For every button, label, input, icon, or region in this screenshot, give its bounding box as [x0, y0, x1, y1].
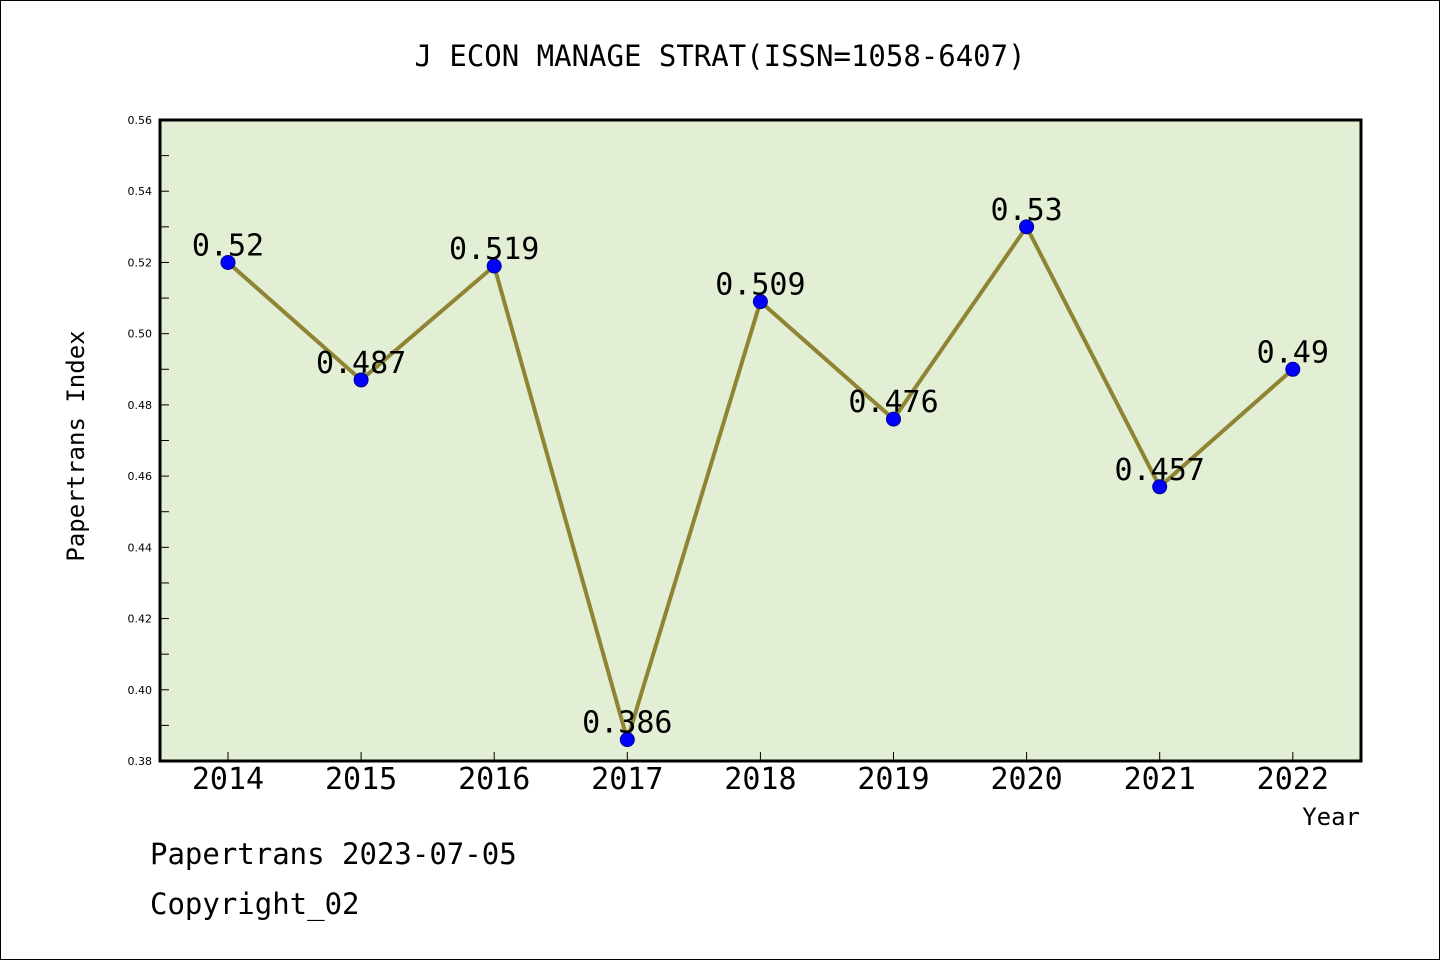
y-tick-label: 0.42 [128, 613, 153, 626]
data-label: 0.509 [715, 268, 805, 303]
data-label: 0.519 [449, 232, 539, 267]
data-label: 0.53 [990, 193, 1062, 228]
x-tick-label: 2019 [857, 762, 929, 797]
data-point [752, 294, 768, 310]
chart-title: J ECON MANAGE STRAT(ISSN=1058-6407) [414, 39, 1025, 73]
data-label: 0.52 [192, 228, 264, 263]
y-tick-label: 0.54 [128, 185, 153, 198]
y-tick-label: 0.48 [128, 399, 153, 412]
x-tick-label: 2022 [1257, 762, 1329, 797]
x-axis-label: Year [1302, 803, 1360, 831]
x-tick-label: 2015 [325, 762, 397, 797]
footer-date: Papertrans 2023-07-05 [150, 837, 517, 871]
y-ticks: 0.38 0.40 0.42 0.44 0.46 0.48 0.50 0.52 0.54 0.56… [128, 114, 1329, 797]
series-layer [220, 219, 1301, 748]
y-tick-label: 0.50 [128, 328, 153, 341]
y-axis-label: Papertrans Index [62, 330, 90, 561]
y-tick-label: 0.40 [128, 684, 153, 697]
data-point [486, 258, 502, 274]
data-point [1152, 479, 1168, 495]
data-labels: 0.52 0.487 0.519 0.386 0.509 0.476 0.53 0.457 0.… [192, 193, 1329, 741]
x-tick-label: 2021 [1124, 762, 1196, 797]
data-label: 0.476 [848, 385, 938, 420]
data-label: 0.49 [1257, 335, 1329, 370]
data-point [1019, 219, 1035, 235]
data-point [619, 732, 635, 748]
data-label: 0.487 [316, 346, 406, 381]
x-tick-label: 2018 [724, 762, 796, 797]
x-tick-label: 2016 [458, 762, 530, 797]
y-tick-label: 0.44 [128, 541, 153, 554]
y-tick-label: 0.46 [128, 470, 153, 483]
data-point [220, 254, 236, 270]
data-point [353, 372, 369, 388]
x-tick-label: 2020 [990, 762, 1062, 797]
footer-copyright: Copyright_02 [150, 887, 360, 922]
y-tick-label: 0.52 [128, 256, 153, 269]
data-point [1285, 361, 1301, 377]
data-label: 0.386 [582, 706, 672, 741]
x-tick-label: 2014 [192, 762, 264, 797]
y-tick-label: 0.38 [128, 755, 153, 768]
x-tick-label: 2017 [591, 762, 663, 797]
data-point [886, 411, 901, 427]
plot-frame [158, 118, 1363, 763]
plot-area [160, 120, 1361, 761]
y-tick-label: 0.56 [128, 114, 153, 127]
data-label: 0.457 [1115, 453, 1205, 488]
